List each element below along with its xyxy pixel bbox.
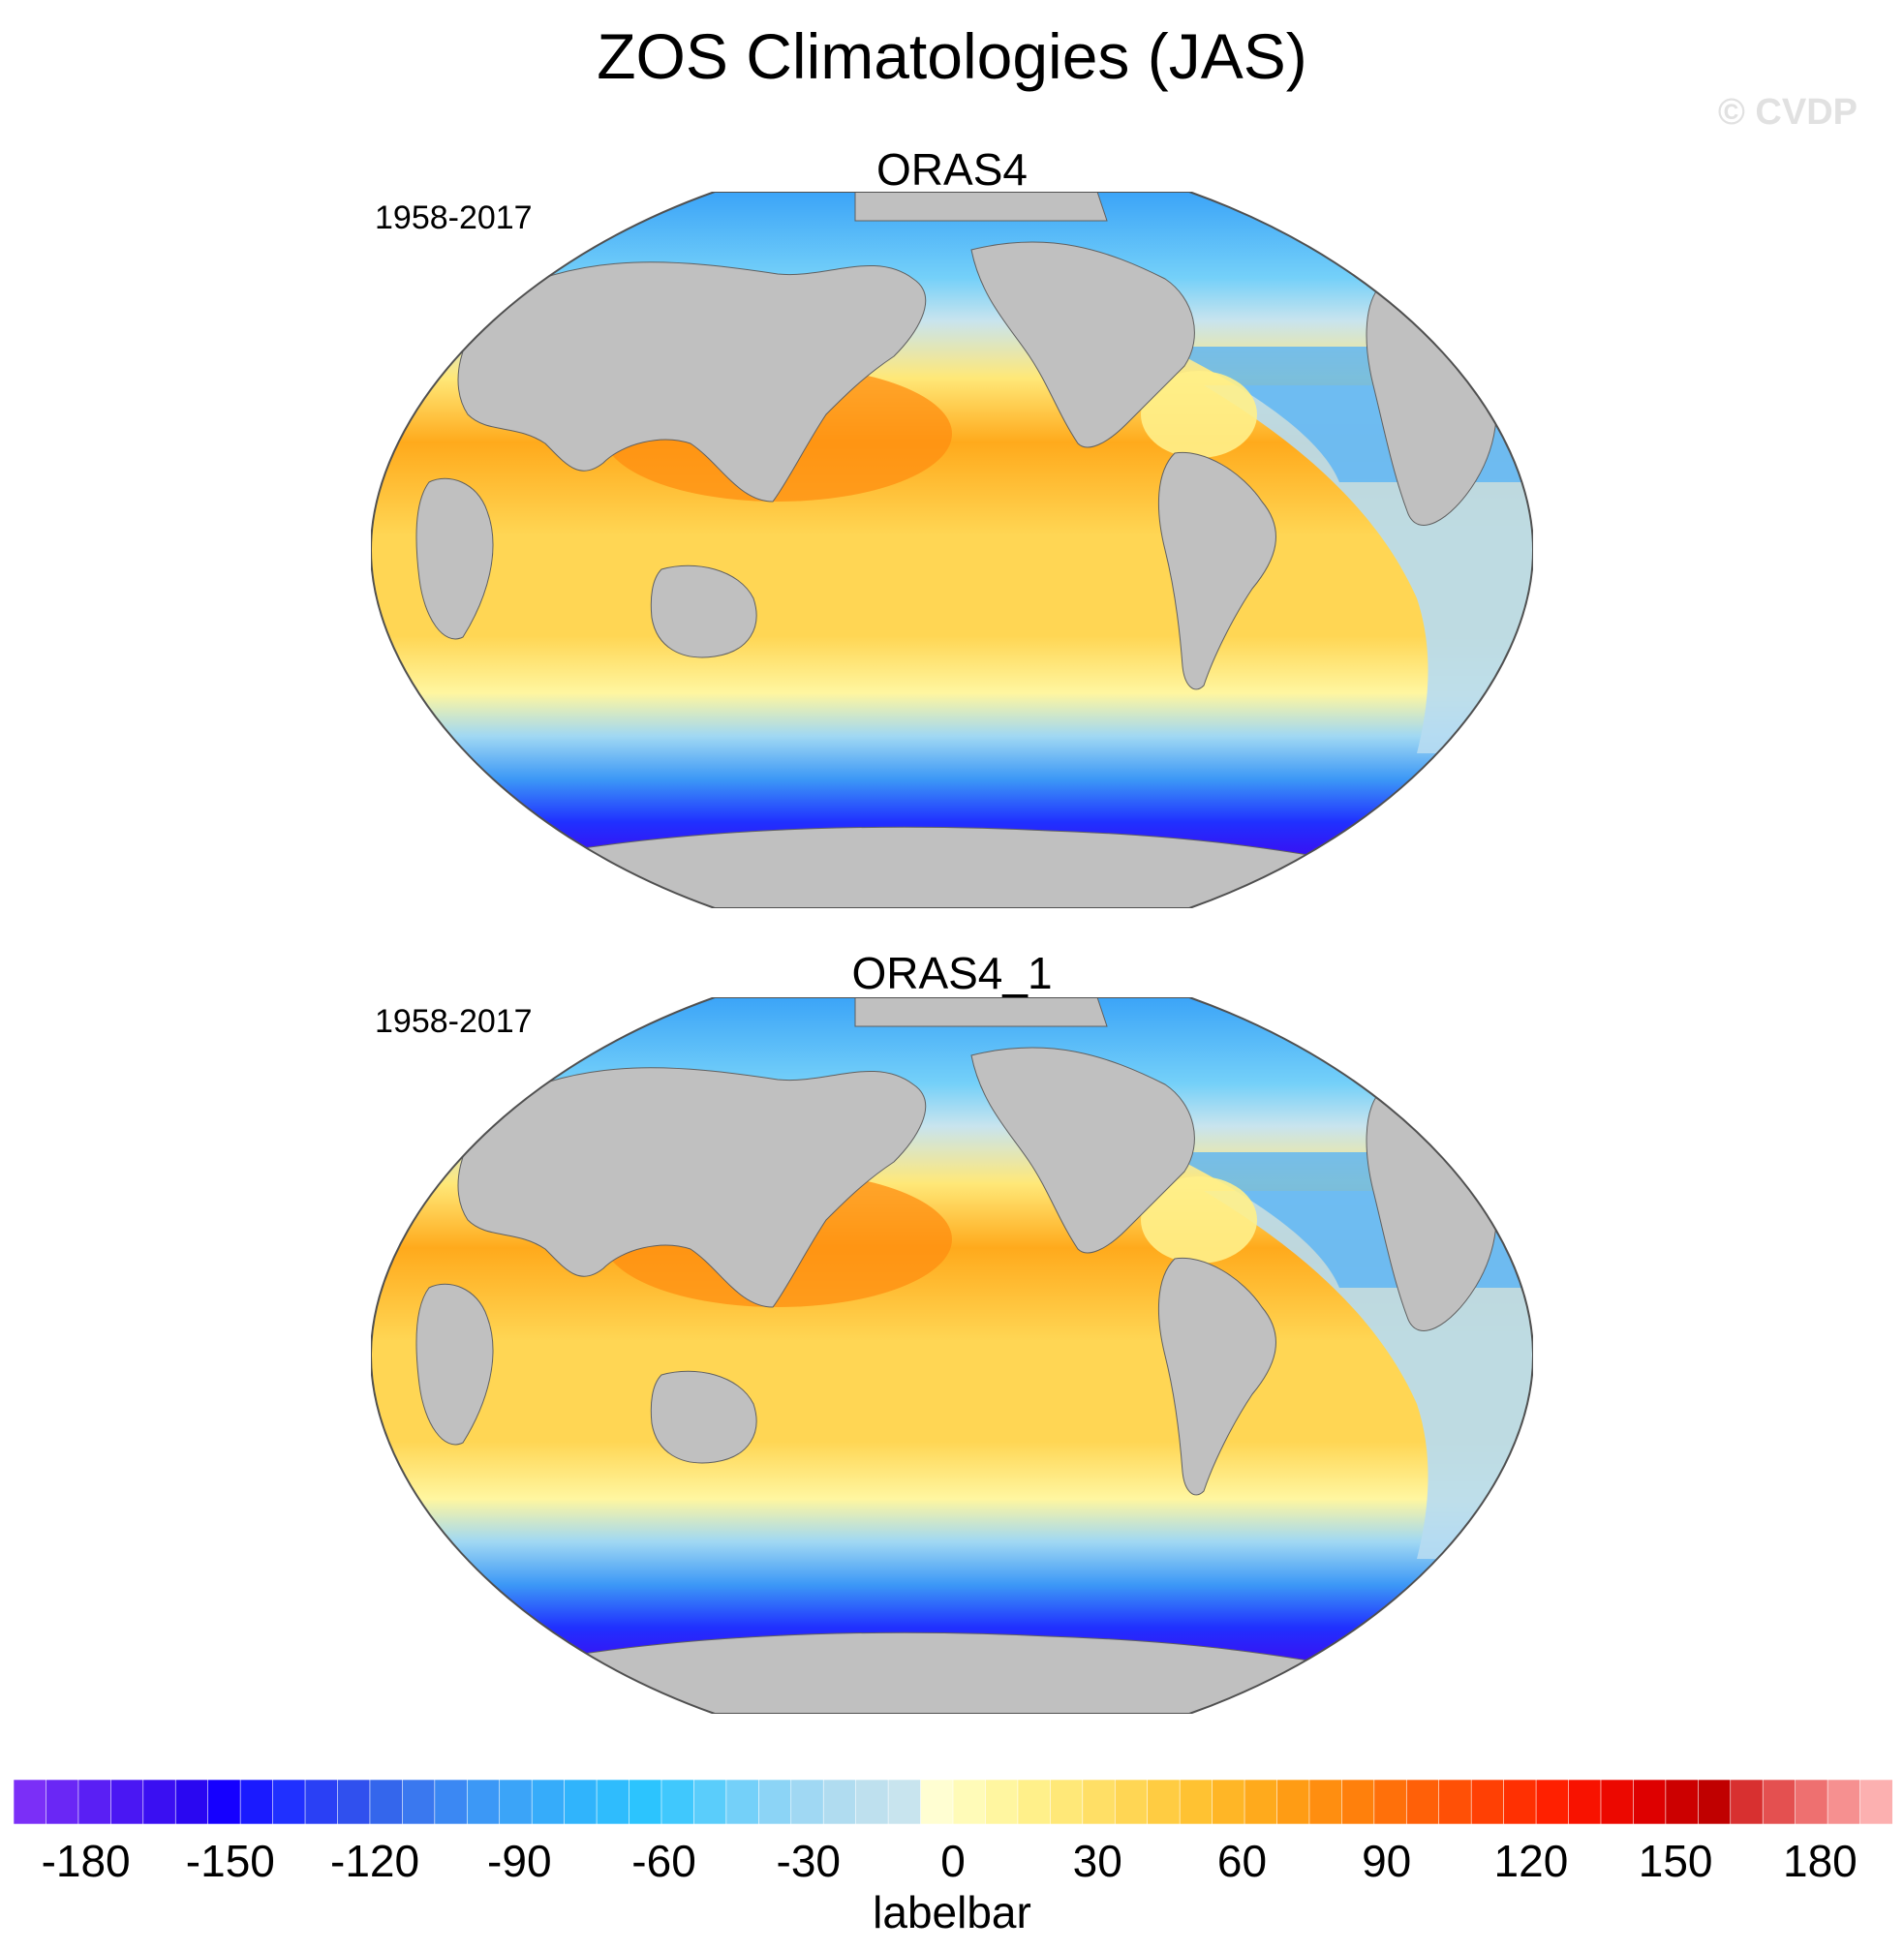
colorbar-tick-label: 0 (940, 1836, 966, 1886)
colorbar-box (1730, 1780, 1765, 1824)
colorbar (14, 1780, 1892, 1824)
map-oras4-1-svg (371, 997, 1533, 1714)
colorbar-box (1568, 1780, 1602, 1824)
colorbar-box (1600, 1780, 1635, 1824)
colorbar-box (77, 1780, 112, 1824)
colorbar-box (1762, 1780, 1797, 1824)
colorbar-box (1212, 1780, 1245, 1824)
colorbar-box (337, 1780, 371, 1824)
colorbar-box (369, 1780, 404, 1824)
colorbar-box (693, 1780, 727, 1824)
colorbar-box (855, 1780, 889, 1824)
colorbar-box (1114, 1780, 1149, 1824)
panel-period-oras4-1: 1958-2017 (375, 1003, 533, 1040)
colorbar-box (1698, 1780, 1732, 1824)
colorbar-box (434, 1780, 469, 1824)
colorbar-box (207, 1780, 241, 1824)
colorbar-box (1373, 1780, 1408, 1824)
colorbar-box (531, 1780, 566, 1824)
colorbar-box (402, 1780, 436, 1824)
colorbar-box (174, 1780, 209, 1824)
colorbar-box (822, 1780, 857, 1824)
colorbar-box (758, 1780, 792, 1824)
map-panel-oras4 (371, 192, 1533, 908)
colorbar-box (1405, 1780, 1440, 1824)
colorbar-box (1341, 1780, 1375, 1824)
colorbar-box (725, 1780, 760, 1824)
colorbar-box (952, 1780, 987, 1824)
figure-title: ZOS Climatologies (JAS) (597, 20, 1307, 92)
colorbar-box (272, 1780, 306, 1824)
colorbar-box (239, 1780, 274, 1824)
colorbar-box (46, 1780, 79, 1824)
colorbar-box (1179, 1780, 1213, 1824)
colorbar-box (1859, 1780, 1892, 1824)
colorbar-box (1470, 1780, 1505, 1824)
colorbar-tick-label: -180 (41, 1836, 131, 1886)
colorbar-box (1082, 1780, 1117, 1824)
colorbar-tick-label: -120 (330, 1836, 420, 1886)
colorbar-box (1535, 1780, 1570, 1824)
colorbar-box (110, 1780, 144, 1824)
colorbar-box (1308, 1780, 1343, 1824)
colorbar-box (466, 1780, 501, 1824)
colorbar-box (14, 1780, 47, 1824)
cvdp-watermark: © CVDP (1717, 92, 1858, 133)
map-oras4-svg (371, 192, 1533, 908)
colorbar-box (660, 1780, 695, 1824)
colorbar-box (1438, 1780, 1472, 1824)
colorbar-box (985, 1780, 1019, 1824)
colorbar-tick-label: -90 (487, 1836, 552, 1886)
colorbar-tick-label: 30 (1072, 1836, 1122, 1886)
colorbar-box (1147, 1780, 1181, 1824)
panel-period-oras4: 1958-2017 (375, 199, 533, 236)
colorbar-box (629, 1780, 662, 1824)
colorbar-tick-label: -60 (631, 1836, 696, 1886)
colorbar-tick-label: 120 (1493, 1836, 1569, 1886)
colorbar-box (1503, 1780, 1537, 1824)
colorbar-box (1665, 1780, 1700, 1824)
colorbar-box (142, 1780, 177, 1824)
colorbar-title: labelbar (873, 1887, 1031, 1937)
colorbar-box (790, 1780, 825, 1824)
colorbar-box (1276, 1780, 1310, 1824)
colorbar-box (1633, 1780, 1667, 1824)
colorbar-box (596, 1780, 630, 1824)
colorbar-box (1827, 1780, 1861, 1824)
colorbar-tick-labels: -180 -150 -120 -90 -60 -30 0 30 60 90 120 150 180 (0, 1835, 1904, 1893)
colorbar-box (304, 1780, 339, 1824)
colorbar-box (499, 1780, 533, 1824)
colorbar-tick-label: -150 (185, 1836, 275, 1886)
colorbar-tick-label: 90 (1362, 1836, 1412, 1886)
colorbar-box (887, 1780, 922, 1824)
panel-title-oras4-1: ORAS4_1 (851, 948, 1053, 998)
colorbar-tick-label: -30 (776, 1836, 842, 1886)
colorbar-box (920, 1780, 954, 1824)
colorbar-box (1795, 1780, 1828, 1824)
colorbar-tick-label: 180 (1783, 1836, 1858, 1886)
panel-title-oras4: ORAS4 (876, 144, 1028, 195)
colorbar-box (1050, 1780, 1084, 1824)
map-panel-oras4-1 (371, 997, 1533, 1714)
colorbar-tick-label: 60 (1216, 1836, 1268, 1886)
colorbar-tick-label: 150 (1638, 1836, 1713, 1886)
colorbar-box (564, 1780, 598, 1824)
colorbar-box (1244, 1780, 1278, 1824)
colorbar-box (1017, 1780, 1052, 1824)
